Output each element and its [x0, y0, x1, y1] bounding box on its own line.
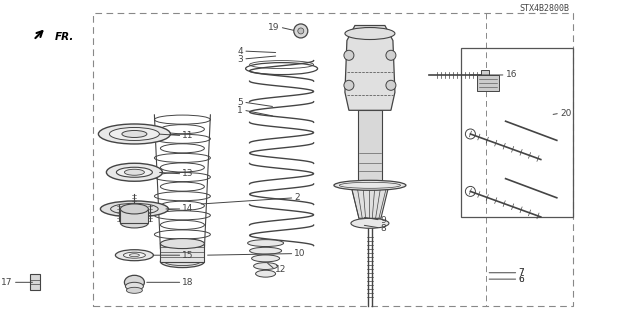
- Bar: [30, 274, 40, 290]
- Text: 16: 16: [506, 70, 517, 79]
- Text: 14: 14: [182, 204, 194, 213]
- Circle shape: [344, 50, 354, 60]
- Bar: [481, 70, 489, 80]
- Ellipse shape: [161, 239, 204, 249]
- Text: STX4B2800B: STX4B2800B: [520, 4, 570, 13]
- Text: 12: 12: [275, 265, 287, 274]
- Ellipse shape: [255, 270, 276, 277]
- Ellipse shape: [248, 240, 284, 247]
- Ellipse shape: [99, 124, 170, 144]
- Text: 18: 18: [182, 278, 194, 287]
- Ellipse shape: [334, 180, 406, 190]
- Bar: [477, 75, 499, 91]
- Text: 7: 7: [518, 268, 524, 277]
- Ellipse shape: [124, 275, 145, 289]
- Polygon shape: [345, 26, 395, 110]
- Ellipse shape: [351, 218, 389, 228]
- Ellipse shape: [345, 27, 395, 40]
- Ellipse shape: [124, 169, 145, 175]
- Ellipse shape: [115, 250, 154, 261]
- Ellipse shape: [252, 255, 280, 262]
- Polygon shape: [351, 185, 389, 218]
- Text: 13: 13: [182, 169, 194, 178]
- Text: 5: 5: [237, 98, 243, 107]
- Text: 3: 3: [237, 55, 243, 63]
- Text: 8: 8: [381, 224, 387, 233]
- Ellipse shape: [124, 252, 145, 258]
- Ellipse shape: [120, 204, 148, 214]
- Ellipse shape: [161, 256, 204, 268]
- Text: 11: 11: [182, 131, 194, 140]
- Ellipse shape: [116, 167, 152, 177]
- Ellipse shape: [106, 163, 163, 181]
- Bar: [161, 244, 204, 262]
- Text: 20: 20: [560, 109, 572, 118]
- Ellipse shape: [120, 218, 148, 228]
- Ellipse shape: [109, 128, 159, 140]
- Circle shape: [344, 80, 354, 90]
- Ellipse shape: [100, 201, 168, 217]
- Text: FR.: FR.: [54, 32, 74, 42]
- Text: 10: 10: [294, 249, 306, 258]
- Text: 6: 6: [518, 275, 524, 284]
- Bar: [358, 110, 382, 181]
- Bar: [461, 48, 573, 217]
- Text: 15: 15: [182, 251, 194, 260]
- Text: 4: 4: [237, 47, 243, 56]
- Ellipse shape: [125, 282, 143, 290]
- Text: 7: 7: [518, 268, 524, 277]
- Text: 19: 19: [268, 23, 280, 32]
- Ellipse shape: [127, 287, 143, 293]
- Text: 1: 1: [237, 106, 243, 115]
- Text: 6: 6: [518, 275, 524, 284]
- Ellipse shape: [253, 263, 278, 270]
- Bar: [120, 209, 148, 223]
- Ellipse shape: [122, 130, 147, 137]
- Circle shape: [386, 80, 396, 90]
- Text: 2: 2: [294, 193, 300, 202]
- Circle shape: [294, 24, 308, 38]
- Ellipse shape: [250, 247, 282, 254]
- Text: 9: 9: [381, 216, 387, 225]
- Circle shape: [386, 50, 396, 60]
- Text: 17: 17: [1, 278, 13, 287]
- Circle shape: [298, 28, 304, 34]
- Bar: [93, 13, 573, 306]
- Ellipse shape: [129, 254, 140, 257]
